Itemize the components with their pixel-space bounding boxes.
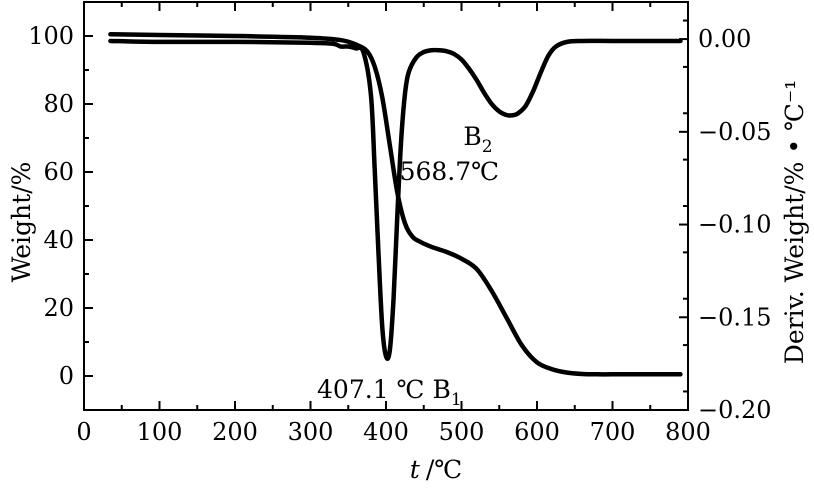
annotation-b1: 407.1 ℃ B1 bbox=[317, 375, 462, 410]
y-right-tick-label: −0.20 bbox=[698, 396, 772, 424]
x-tick-label: 100 bbox=[137, 418, 183, 446]
weight-curve bbox=[108, 32, 683, 377]
x-tick-label: 300 bbox=[288, 418, 334, 446]
x-tick-label: 600 bbox=[514, 418, 560, 446]
x-tick-label: 700 bbox=[590, 418, 636, 446]
x-axis-title-unit: /℃ bbox=[426, 455, 462, 484]
y-axis-left-title: Weight/% bbox=[7, 162, 36, 283]
y-left-tick-label: 0 bbox=[59, 362, 74, 390]
y-right-tick-label: −0.05 bbox=[698, 118, 772, 146]
y-axis-right-title: Deriv. Weight/% • ℃⁻¹ bbox=[780, 80, 809, 364]
x-tick-label: 0 bbox=[76, 418, 91, 446]
y-right-tick-label: −0.10 bbox=[698, 211, 772, 239]
y-right-tick-label: −0.15 bbox=[698, 303, 772, 331]
x-axis-title-italic: t bbox=[410, 455, 421, 484]
annotation-b2-label: B2 bbox=[463, 122, 492, 157]
x-axis-title: t/℃ bbox=[410, 455, 462, 484]
y-left-tick-label: 20 bbox=[43, 294, 74, 322]
x-tick-label: 800 bbox=[665, 418, 711, 446]
x-tick-label: 400 bbox=[363, 418, 409, 446]
annotation-b2-temp: 568.7℃ bbox=[400, 157, 500, 186]
x-tick-label: 500 bbox=[439, 418, 485, 446]
y-left-tick-label: 100 bbox=[28, 22, 74, 50]
y-left-tick-label: 40 bbox=[43, 226, 74, 254]
y-left-tick-label: 80 bbox=[43, 90, 74, 118]
y-left-tick-label: 60 bbox=[43, 158, 74, 186]
series-group bbox=[108, 32, 683, 377]
axis-ticks: 0 100 200 300 400 500 600 700 800 0 20 40 60 80 100 0.0… bbox=[28, 1, 772, 446]
deriv-weight-curve bbox=[108, 38, 683, 362]
x-tick-label: 200 bbox=[212, 418, 258, 446]
y-right-tick-label: 0.00 bbox=[698, 25, 751, 53]
